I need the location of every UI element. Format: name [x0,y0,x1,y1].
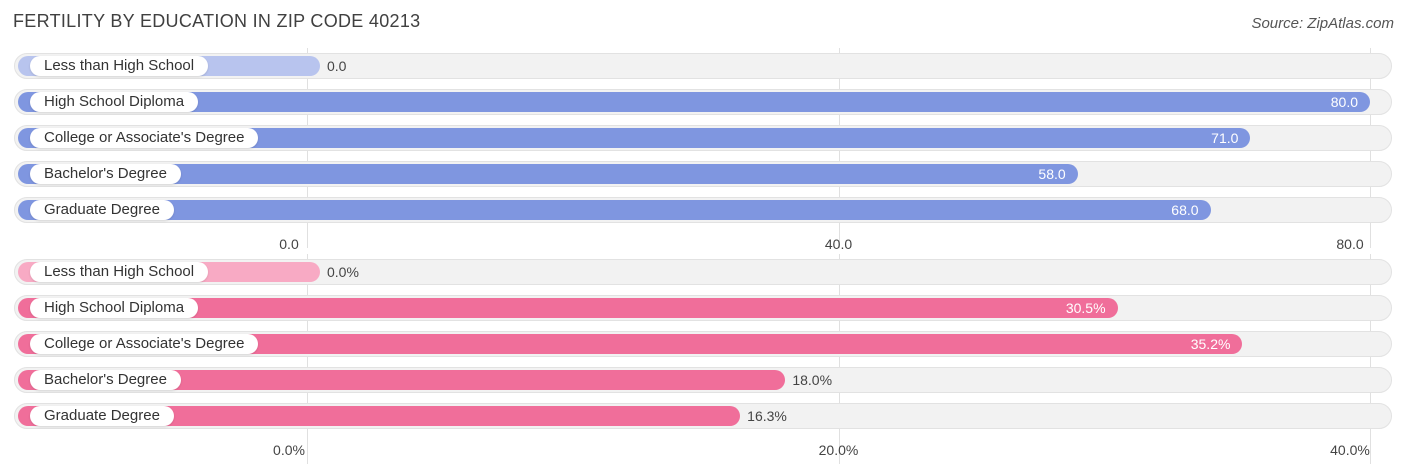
category-label: Graduate Degree [30,200,174,220]
axis-tick: 20.0% [818,442,859,458]
axis-tick: 0.0% [273,442,305,458]
value-label: 71.0 [1211,130,1239,146]
bar [18,298,1118,318]
bar [18,406,741,426]
bar [18,128,1251,148]
category-label: High School Diploma [30,298,199,318]
category-label: College or Associate's Degree [30,334,259,354]
category-label: Less than High School [30,56,209,76]
fertility-count-chart: Less than High School 0.0 High School Dipl… [0,48,1406,258]
gridline [307,254,308,464]
axis-tick: 0.0 [279,236,299,252]
value-label: 35.2% [1190,336,1231,352]
axis-tick: 40.0 [824,236,853,252]
axis-tick: 40.0% [1330,442,1370,458]
value-label: 80.0 [1330,94,1358,110]
bar [18,334,1243,354]
value-label: 0.0% [327,264,359,280]
value-label: 30.5% [1065,300,1106,316]
value-label: 68.0 [1171,202,1199,218]
category-label: Graduate Degree [30,406,174,426]
bar [18,370,786,390]
fertility-percent-chart: Less than High School 0.0% High School Dip… [0,254,1406,469]
category-label: High School Diploma [30,92,199,112]
gridline [1370,254,1371,464]
bar [18,92,1370,112]
value-label: 18.0% [792,372,833,388]
bar [18,200,1211,220]
category-label: College or Associate's Degree [30,128,259,148]
value-label: 0.0 [327,58,347,74]
value-label: 58.0 [1038,166,1066,182]
value-label: 16.3% [747,408,787,424]
axis-tick: 80.0 [1336,236,1364,252]
category-label: Less than High School [30,262,209,282]
bar [18,164,1078,184]
category-label: Bachelor's Degree [30,164,181,184]
chart-title: FERTILITY BY EDUCATION IN ZIP CODE 40213 [13,11,421,31]
gridline [838,254,840,464]
category-label: Bachelor's Degree [30,370,181,390]
source-credit: Source: ZipAtlas.com [1251,15,1394,32]
